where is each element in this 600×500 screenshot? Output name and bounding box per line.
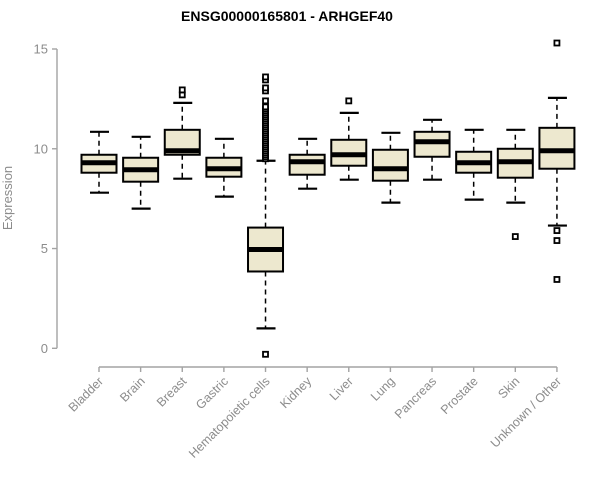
- x-tick-label-lung: Lung: [368, 374, 398, 404]
- x-tick-label-skin: Skin: [495, 374, 522, 401]
- outlier-point: [178, 86, 186, 94]
- boxplot-liver: [330, 97, 368, 181]
- outlier-point: [553, 276, 561, 283]
- x-tick-label-gastric: Gastric: [193, 374, 231, 412]
- y-tick-label-5: 5: [41, 241, 48, 256]
- outlier-point: [553, 237, 561, 244]
- boxplot-pancreas: [413, 118, 451, 181]
- boxplot-lung: [371, 131, 409, 204]
- boxplot-skin: [496, 128, 534, 240]
- boxplot-gastric: [205, 137, 243, 198]
- y-tick-label-0: 0: [41, 341, 48, 356]
- outlier-point: [553, 227, 561, 234]
- boxplot-prostate: [455, 128, 493, 201]
- y-tick-label-15: 15: [34, 42, 48, 57]
- outlier-point: [262, 103, 269, 111]
- outlier-point: [262, 350, 269, 358]
- boxplot-brain: [122, 135, 160, 210]
- y-axis: 0 5 10 15: [34, 42, 58, 356]
- boxplot-kidney: [288, 137, 326, 190]
- boxplot-hematopoietic-cells: [247, 73, 285, 358]
- outlier-point: [553, 39, 561, 47]
- x-tick-label-pancreas: Pancreas: [392, 374, 439, 421]
- y-axis-label: Expression: [0, 166, 15, 230]
- iqr-box: [288, 153, 326, 176]
- outlier-point: [262, 73, 269, 81]
- outlier-point: [262, 97, 269, 105]
- outlier-point: [345, 97, 353, 105]
- x-tick-label-liver: Liver: [327, 374, 356, 403]
- boxplot-unknown-other: [538, 39, 576, 283]
- x-tick-label-kidney: Kidney: [277, 374, 314, 411]
- outlier-point: [262, 84, 269, 92]
- y-tick-label-10: 10: [34, 141, 48, 156]
- chart-title: ENSG00000165801 - ARHGEF40: [181, 8, 393, 24]
- iqr-box: [371, 148, 409, 182]
- x-tick-label-prostate: Prostate: [438, 374, 481, 417]
- x-tick-label-hematopoietic-cells: Hematopoietic cells: [186, 374, 273, 461]
- x-tick-label-breast: Breast: [154, 374, 190, 410]
- boxplot-bladder: [80, 130, 118, 194]
- x-tick-label-brain: Brain: [117, 374, 148, 405]
- x-tick-label-bladder: Bladder: [66, 374, 106, 414]
- boxplot-breast: [163, 86, 201, 180]
- outlier-point: [511, 233, 519, 240]
- plot-area: 0 5 10 15 Bladder Brain Breast GastricHematopoi…: [34, 39, 576, 461]
- x-tick-label-unknown-other: Unknown / Other: [488, 374, 564, 450]
